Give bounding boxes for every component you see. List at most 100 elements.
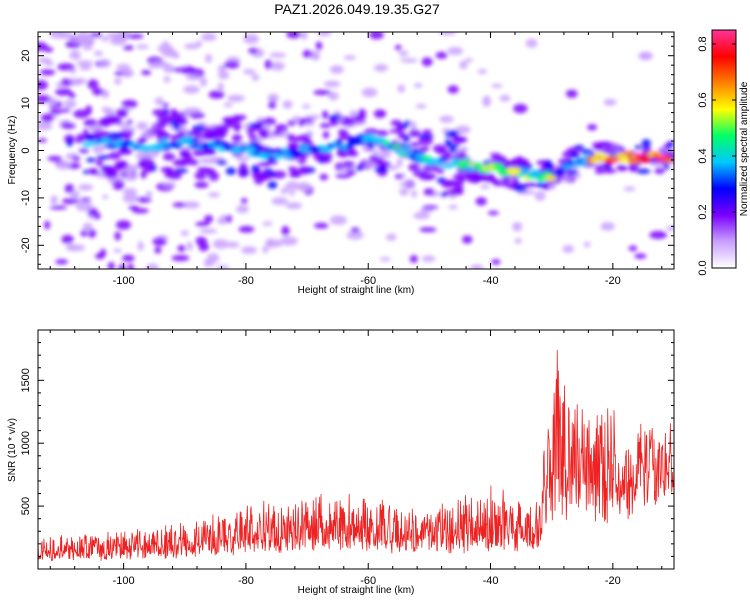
snr-ytick-label: 1000	[20, 431, 32, 455]
spectrogram-cell	[323, 80, 341, 88]
spectrogram-cell	[248, 47, 258, 54]
spectrogram-cell	[207, 192, 220, 198]
spectrogram-cell	[462, 235, 473, 244]
spectrogram-cell	[281, 225, 290, 236]
spectrogram-cell	[560, 176, 572, 182]
spectrogram-ytick-label: 20	[20, 50, 32, 62]
spectrogram-cell	[455, 125, 471, 134]
spectrogram-cell	[162, 102, 169, 108]
spectrogram-xtick-label: -100	[113, 275, 135, 287]
spectrogram-cell	[217, 82, 224, 92]
colorbar-tick-label: 0.2	[697, 204, 709, 219]
spectrogram-cell	[154, 246, 162, 254]
spectrogram-cell	[73, 109, 90, 119]
spectrogram-cell	[243, 33, 260, 44]
spectrogram-cell	[76, 60, 94, 67]
spectrogram-cell	[59, 32, 72, 36]
spectrogram-cell	[201, 33, 217, 42]
spectrogram-cell	[186, 159, 200, 166]
spectrogram-cell	[50, 195, 58, 205]
spectrogram-cell	[72, 156, 81, 162]
spectrogram-cell	[141, 69, 152, 76]
spectrogram-cell	[102, 194, 109, 199]
spectrogram-cell	[225, 167, 237, 176]
spectrogram-cell	[419, 227, 437, 233]
spectrogram-cell	[553, 172, 562, 177]
spectrogram-cell	[182, 135, 193, 141]
spectrogram-cell	[412, 148, 421, 154]
spectrogram-cell	[594, 163, 607, 169]
spectrogram-cell	[106, 132, 123, 140]
spectrogram-cell	[47, 155, 63, 162]
spectrogram-cell	[122, 45, 135, 51]
spectrogram-cell	[297, 166, 310, 175]
spectrogram-cell	[523, 181, 537, 188]
spectrogram-cell	[89, 125, 102, 132]
spectrogram-cell	[353, 114, 366, 123]
spectrogram-cell	[268, 101, 277, 109]
spectrogram-cell	[413, 170, 429, 177]
spectrogram-cell	[338, 167, 348, 173]
spectrogram-cell	[322, 130, 330, 139]
spectrogram-cell	[179, 149, 190, 158]
spectrogram-xtick-label: -20	[605, 275, 621, 287]
spectrogram-cell	[99, 117, 110, 125]
spectrogram-cell	[189, 112, 205, 119]
spectrogram-cell	[106, 32, 122, 39]
colorbar-tick-label: 0.8	[697, 36, 709, 51]
spectrogram-cell	[172, 142, 183, 149]
spectrogram-cell	[315, 41, 323, 51]
spectrogram-cell	[448, 204, 458, 210]
spectrogram-cell	[101, 36, 109, 42]
spectrogram-cell	[116, 63, 131, 71]
spectrogram-cell	[147, 64, 161, 69]
spectrogram-cell	[171, 67, 189, 72]
spectrogram-cell	[414, 83, 423, 88]
spectrogram-cell	[534, 190, 546, 201]
spectrogram-cell	[301, 104, 311, 109]
spectrogram-cell	[666, 142, 674, 148]
spectrogram-cell	[80, 229, 88, 237]
spectrogram-cell	[340, 121, 356, 126]
spectrogram-cell	[419, 146, 430, 152]
spectrogram-cell	[101, 89, 110, 99]
spectrogram-cell	[114, 231, 122, 241]
spectrogram-cell	[421, 57, 433, 67]
spectrogram-cell	[132, 208, 149, 214]
spectrogram-cell	[61, 123, 76, 129]
spectrogram-cell	[302, 49, 313, 58]
spectrogram-cell	[40, 69, 56, 76]
spectrogram-cell	[580, 149, 594, 154]
spectrogram-cell	[226, 241, 240, 248]
spectrogram-cell	[562, 244, 574, 253]
spectrogram-cell	[157, 43, 174, 54]
spectrogram-cell	[319, 173, 329, 181]
figure-title: PAZ1.2026.049.19.35.G27	[274, 1, 440, 17]
colorbar-ticks: 0.0 0.2 0.4 0.6 0.8	[697, 36, 736, 276]
spectrogram-cell	[184, 43, 200, 50]
spectrogram-cell	[136, 196, 152, 203]
spectrogram-cell	[262, 246, 269, 254]
spectrogram-cell	[95, 159, 104, 166]
spectrogram-cell	[160, 138, 169, 144]
spectrogram-cell	[317, 32, 332, 37]
colorbar-tick-label: 0.4	[697, 148, 709, 163]
spectrogram-cell	[66, 138, 73, 147]
spectrogram-cell	[623, 186, 636, 192]
spectrogram-cell	[227, 94, 245, 102]
spectrogram-cell	[375, 160, 391, 168]
spectrogram-cell	[61, 234, 74, 244]
spectrogram-cell	[350, 227, 361, 233]
spectrogram-cell	[93, 50, 104, 56]
spectrogram-cell	[313, 222, 329, 229]
spectrogram-cell	[177, 244, 186, 252]
spectrogram-cell	[465, 57, 473, 63]
spectrogram-cell	[184, 107, 202, 114]
spectrogram-cell	[487, 210, 499, 216]
spectrogram-cell	[269, 173, 276, 178]
spectrogram-cell	[408, 163, 421, 172]
spectrogram-cell	[105, 169, 115, 179]
spectrogram-cell	[82, 222, 93, 231]
spectrogram-cell	[233, 126, 241, 132]
